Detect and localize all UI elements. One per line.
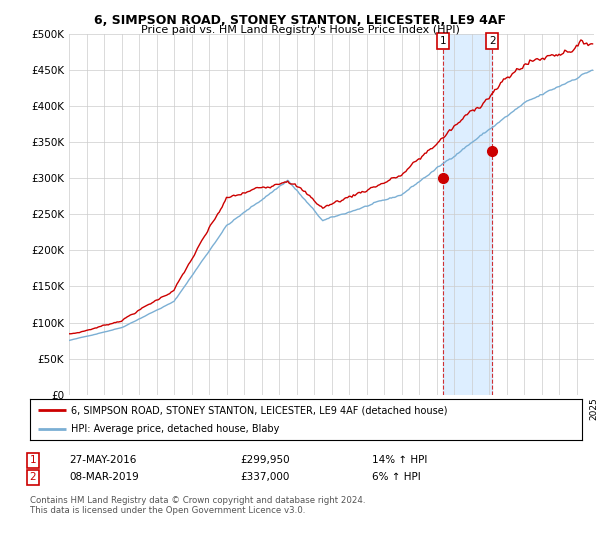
Text: HPI: Average price, detached house, Blaby: HPI: Average price, detached house, Blab… [71,424,280,433]
Text: 1: 1 [29,455,37,465]
Text: 14% ↑ HPI: 14% ↑ HPI [372,455,427,465]
Text: Contains HM Land Registry data © Crown copyright and database right 2024.
This d: Contains HM Land Registry data © Crown c… [30,496,365,515]
Text: 2: 2 [489,36,496,46]
Text: 6, SIMPSON ROAD, STONEY STANTON, LEICESTER, LE9 4AF: 6, SIMPSON ROAD, STONEY STANTON, LEICEST… [94,14,506,27]
Text: 1: 1 [440,36,446,46]
Text: £299,950: £299,950 [240,455,290,465]
Bar [443,34,492,395]
Text: 6, SIMPSON ROAD, STONEY STANTON, LEICESTER, LE9 4AF (detached house): 6, SIMPSON ROAD, STONEY STANTON, LEICEST… [71,405,448,415]
Text: 27-MAY-2016: 27-MAY-2016 [69,455,136,465]
Text: Price paid vs. HM Land Registry's House Price Index (HPI): Price paid vs. HM Land Registry's House … [140,25,460,35]
Text: 6% ↑ HPI: 6% ↑ HPI [372,472,421,482]
Text: 2: 2 [29,472,37,482]
Text: £337,000: £337,000 [240,472,289,482]
Text: 08-MAR-2019: 08-MAR-2019 [69,472,139,482]
